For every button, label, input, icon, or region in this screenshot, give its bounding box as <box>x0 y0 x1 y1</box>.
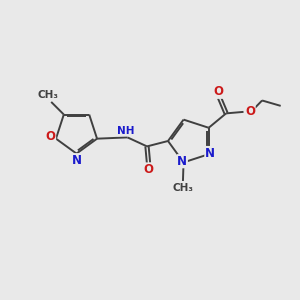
Text: CH₃: CH₃ <box>37 90 58 100</box>
Text: N: N <box>205 146 215 160</box>
Text: O: O <box>245 105 255 119</box>
Text: CH₃: CH₃ <box>172 183 194 193</box>
Text: NH: NH <box>117 126 135 136</box>
Text: O: O <box>143 163 154 176</box>
Text: O: O <box>213 85 223 98</box>
Text: N: N <box>177 155 187 168</box>
Text: N: N <box>72 154 82 167</box>
Text: O: O <box>46 130 56 143</box>
